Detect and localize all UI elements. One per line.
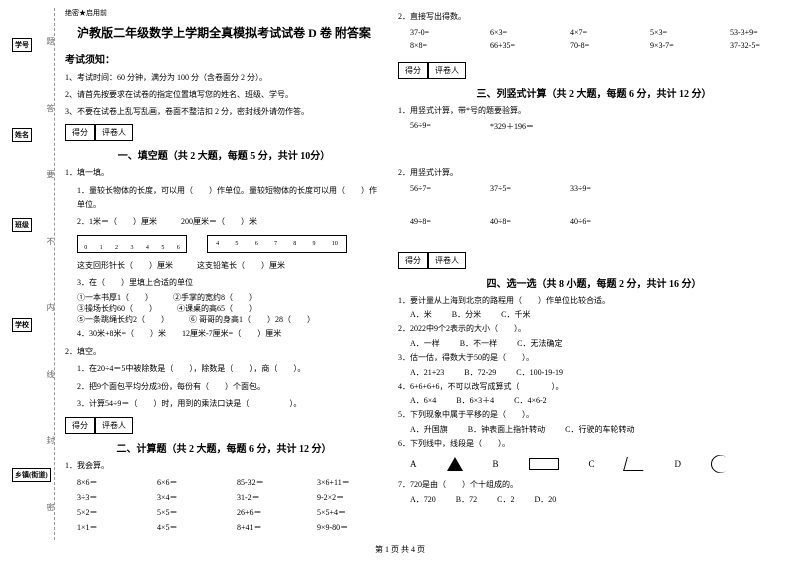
score-label: 得分 — [398, 62, 428, 79]
s4-q6: 6．下列线中，线段是（ ）。 — [398, 437, 790, 451]
unit-2: ②手掌的宽约8（ ） — [173, 292, 257, 303]
ruler-figure: 0123456 45678910 — [65, 235, 383, 253]
binding-char: 题 — [45, 37, 56, 45]
calc-q1: 1．我会算。 — [65, 459, 383, 473]
s4-q4: 4．6+6+6+6，不可以改写成算式（ ）。 — [398, 380, 790, 394]
s3-q1: 1．用竖式计算，带*号的题要验算。 — [398, 104, 790, 118]
column-left: 绝密★启用前 沪教版二年级数学上学期全真模拟考试试卷 D 卷 附答案 考试须知：… — [65, 8, 383, 540]
angle-icon — [623, 457, 647, 471]
rule-3: 3、不要在试卷上乱写乱画，卷面不整洁扣 2 分，密封线外请勿作答。 — [65, 106, 383, 119]
q1: 1．填一填。 — [65, 166, 383, 180]
unit-3: ③操场长约60（ ） — [77, 303, 157, 314]
grader-label: 评卷人 — [95, 124, 133, 141]
binding-char: 封 — [45, 436, 56, 444]
calc-q2: 2．直接写出得数。 — [398, 10, 790, 24]
rule-1: 1、考试时间：60 分钟，满分为 100 分（含卷面分 2 分）。 — [65, 72, 383, 85]
pencil-ruler-icon: 45678910 — [207, 235, 347, 253]
q1a: 1．量较长物体的长度，可以用（ ）作单位。量较短物体的长度可以用（ ）作单位。 — [65, 184, 383, 211]
page-footer: 第 1 页 共 4 页 — [0, 540, 800, 559]
q2: 2．填空。 — [65, 345, 383, 359]
binding-char: 不 — [45, 237, 56, 245]
rectangle-icon — [529, 458, 559, 470]
grader-label: 评卷人 — [428, 252, 466, 269]
s4-q2: 2．2022中9个2表示的大小（ ）。 — [398, 322, 790, 336]
score-box-4: 得分 评卷人 — [398, 252, 790, 269]
q2b: 2．把9个面包平均分成3份，每份有（ ）个面包。 — [65, 380, 383, 394]
field-class: 班级 — [12, 218, 32, 232]
q2a: 1．在20÷4＝5中被除数是（ ），除数是（ ），商（ ）。 — [65, 362, 383, 376]
section-1-title: 一、填空题（共 2 大题，每题 5 分，共计 10分） — [65, 147, 383, 162]
exam-title: 沪教版二年级数学上学期全真模拟考试试卷 D 卷 附答案 — [65, 24, 383, 41]
s4-q5: 5．下列现象中属于平移的是（ ）。 — [398, 408, 790, 422]
grader-label: 评卷人 — [95, 417, 133, 434]
s4-q3: 3．估一估，得数大于50的是（ ）。 — [398, 351, 790, 365]
q1e: 4．30米+8米=（ ）米 12厘米-7厘米=（ ）厘米 — [65, 327, 383, 341]
score-label: 得分 — [65, 417, 95, 434]
score-box-3: 得分 评卷人 — [398, 62, 790, 79]
binding-char: 线 — [45, 370, 56, 378]
score-label: 得分 — [398, 252, 428, 269]
grader-label: 评卷人 — [428, 62, 466, 79]
unit-4: ④课桌的高65（ ） — [177, 303, 257, 314]
triangle-icon — [447, 457, 463, 471]
s4-q7: 7．720是由（ ）个十组成的。 — [398, 478, 790, 492]
binding-char: 答 — [45, 104, 56, 112]
unit-6: ⑥ 哥哥的身高1（ ）28（ ） — [189, 314, 315, 325]
ruler-icon: 0123456 — [77, 235, 187, 253]
q1b: 2．1米＝（ ）厘米 200厘米＝（ ）米 — [65, 215, 383, 229]
unit-1: ①一本书厚1（ ） — [77, 292, 153, 303]
section-3-title: 三、列竖式计算（共 2 大题，每题 6 分，共计 12 分） — [398, 85, 790, 100]
arc-icon — [707, 452, 732, 477]
section-4-title: 四、选一选（共 8 小题，每题 2 分，共计 16 分） — [398, 275, 790, 290]
field-name: 姓名 — [12, 128, 32, 142]
binding-line: 题 答 要 不 内 线 封 密 — [45, 8, 56, 540]
field-school: 学校 — [12, 318, 32, 332]
q2c: 3．计算54÷9＝（ ）时，用到的乘法口诀是（ ）。 — [65, 397, 383, 411]
binding-char: 密 — [45, 503, 56, 511]
rule-2: 2、请首先按要求在试卷的指定位置填写您的姓名、班级、学号。 — [65, 89, 383, 102]
unit-5: ⑤一条跳绳长约2（ ） — [77, 314, 169, 325]
section-2-title: 二、计算题（共 2 大题，每题 6 分，共计 12 分） — [65, 440, 383, 455]
score-label: 得分 — [65, 124, 95, 141]
score-box-2: 得分 评卷人 — [65, 417, 383, 434]
q1c: 这支回形针长（ ）厘米 这支铅笔长（ ）厘米 — [65, 259, 383, 273]
notice-title: 考试须知： — [65, 51, 383, 66]
left-margin: 题 答 要 不 内 线 封 密 学号 姓名 班级 学校 乡镇(街道) — [10, 8, 55, 540]
field-town: 乡镇(街道) — [12, 468, 51, 482]
confidential-label: 绝密★启用前 — [65, 8, 383, 18]
score-box: 得分 评卷人 — [65, 124, 383, 141]
q1d: 3．在（ ）里填上合适的单位 — [65, 276, 383, 290]
binding-char: 要 — [45, 170, 56, 178]
field-student-id: 学号 — [12, 38, 32, 52]
shapes-row: A B C D — [398, 455, 790, 473]
s3-q2: 2．用竖式计算。 — [398, 166, 790, 180]
s4-q1: 1．要计量从上海到北京的路程用（ ）作单位比较合适。 — [398, 294, 790, 308]
column-right: 2．直接写出得数。 37-0=6×3=4×7=5×3=53-3+9= 8×8=6… — [398, 8, 790, 540]
binding-char: 内 — [45, 303, 56, 311]
